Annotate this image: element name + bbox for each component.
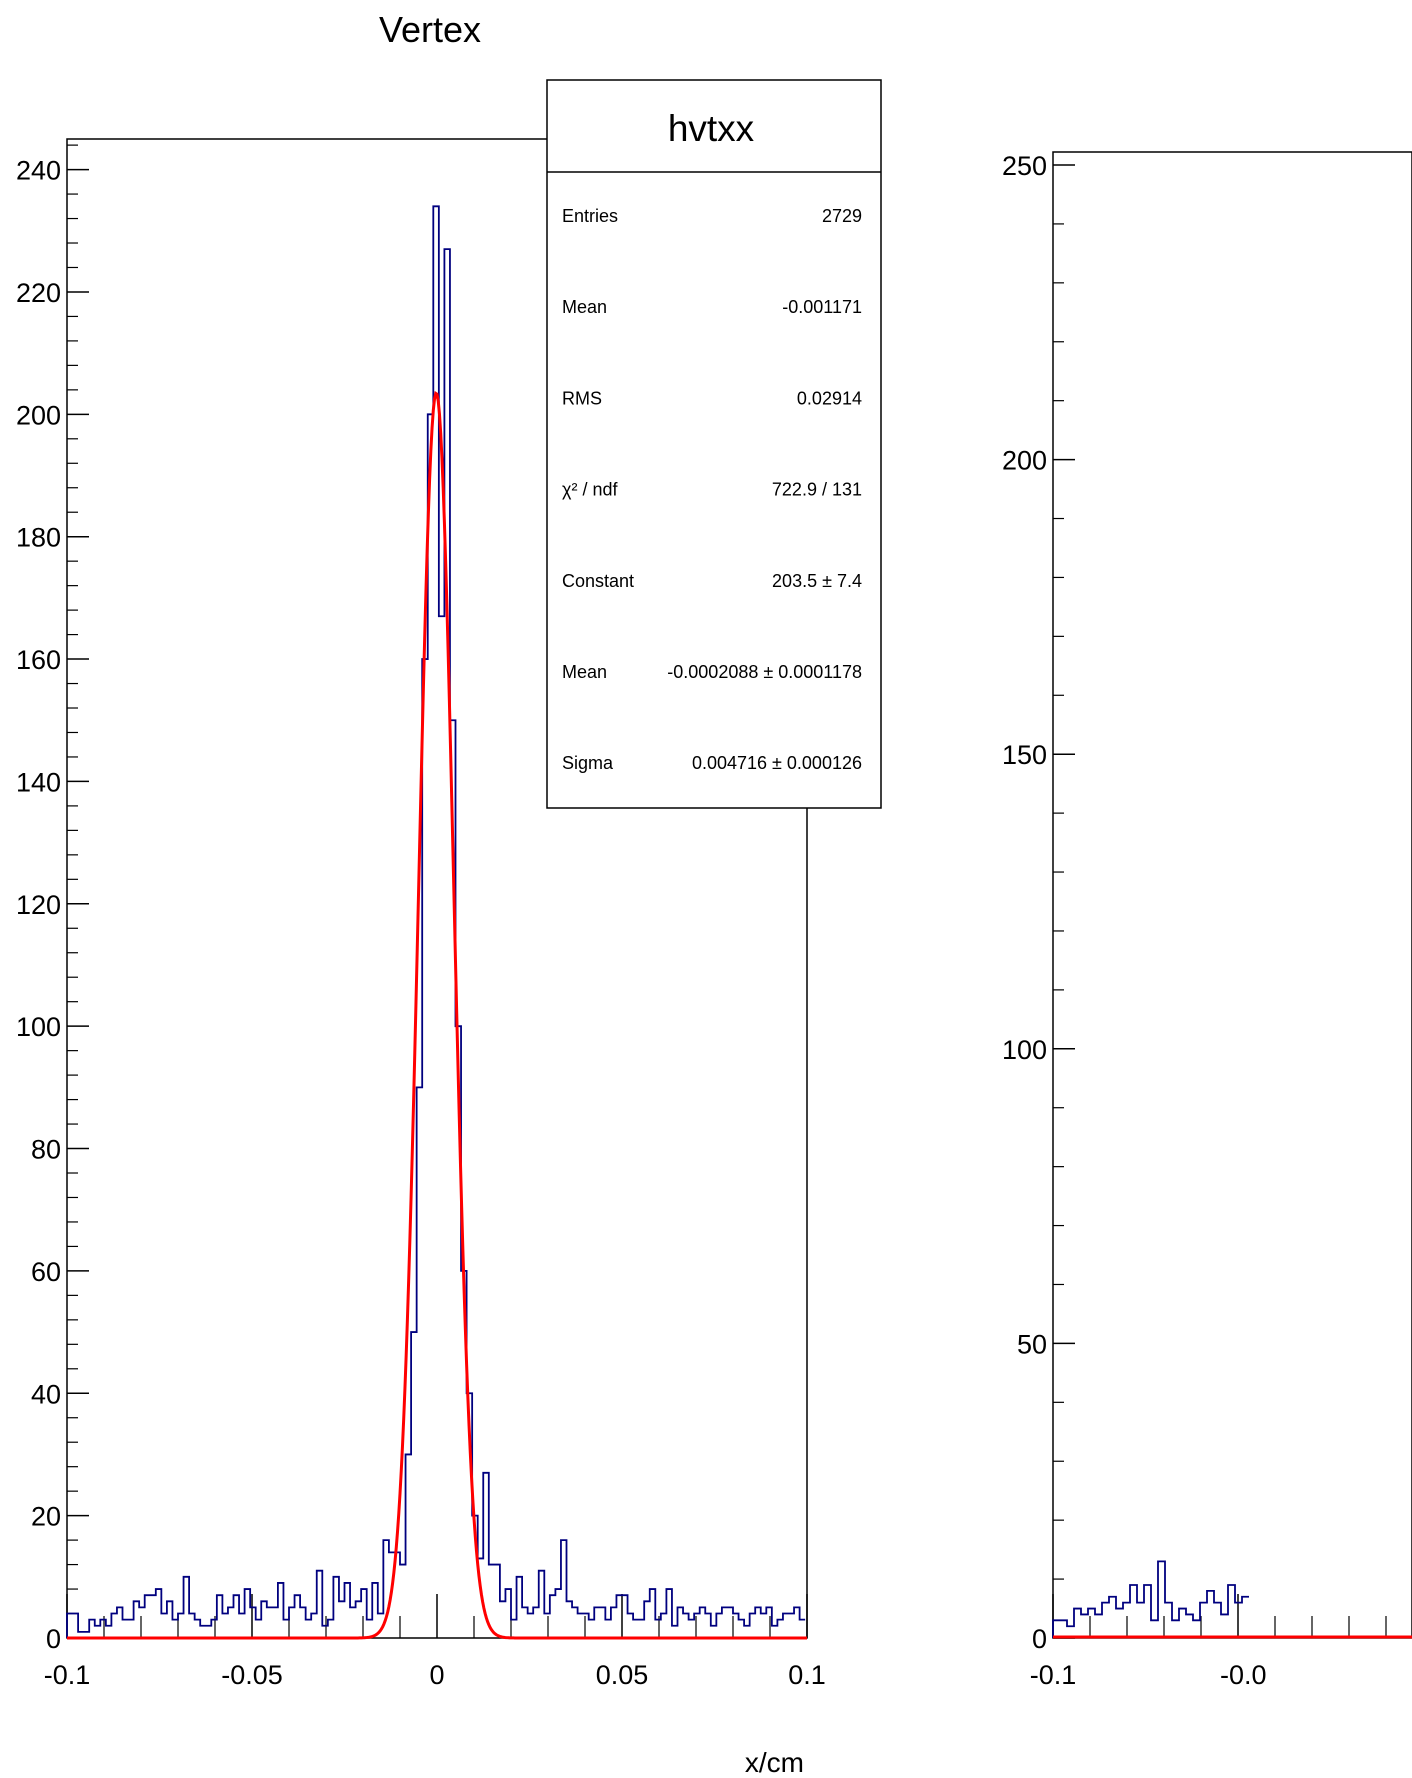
x-tick-label: 0	[429, 1660, 444, 1690]
stats-row-label: χ² / ndf	[562, 480, 618, 500]
stats-row-value: 2729	[822, 206, 862, 226]
y-tick-label: 20	[31, 1502, 61, 1532]
y-tick-label: 240	[16, 156, 61, 186]
histogram-steps	[66, 205, 806, 1638]
right-axes: 0 50 100 150 200 250 -0.1 -0.0	[1002, 151, 1387, 1690]
stats-row-value: 0.004716 ± 0.000126	[692, 753, 862, 773]
right-plot-frame	[1052, 151, 1412, 1639]
stats-row-label: Sigma	[562, 753, 614, 773]
y-tick-label: 120	[16, 890, 61, 920]
x-tick-label: -0.05	[221, 1660, 283, 1690]
y-tick-label: 150	[1002, 740, 1047, 770]
y-tick-label: 160	[16, 645, 61, 675]
chart-title: Vertex	[379, 9, 481, 50]
y-tick-label: 180	[16, 523, 61, 553]
y-tick-label: 100	[1002, 1035, 1047, 1065]
stats-row-label: Constant	[562, 571, 634, 591]
y-tick-label: 50	[1017, 1329, 1047, 1359]
stats-box: hvtxx Entries 2729 Mean -0.001171 RMS 0.02914…	[546, 79, 882, 809]
x-tick-label: 0.1	[788, 1660, 826, 1690]
left-axes: 0 20 40 60 80 100 120 140 160 180 200 220 240 -0.1 -0.…	[16, 144, 826, 1690]
stats-row-label: Mean	[562, 662, 607, 682]
stats-row-value: -0.001171	[782, 297, 862, 317]
stats-row-value: 722.9 / 131	[772, 480, 862, 500]
x-tick-label: -0.1	[44, 1660, 91, 1690]
y-tick-label: 60	[31, 1257, 61, 1287]
y-tick-label: 140	[16, 767, 61, 797]
y-tick-label: 220	[16, 278, 61, 308]
right-histogram	[1052, 1560, 1249, 1638]
gaussian-fit-curve	[67, 390, 807, 1640]
y-tick-label: 40	[31, 1379, 61, 1409]
x-tick-label: 0.05	[596, 1660, 649, 1690]
y-tick-label: 200	[1002, 446, 1047, 476]
y-tick-label: 0	[46, 1624, 61, 1654]
stats-box-title: hvtxx	[668, 108, 755, 149]
y-tick-label: 0	[1032, 1624, 1047, 1654]
stats-row-label: Entries	[562, 206, 618, 226]
stats-row-label: RMS	[562, 388, 602, 408]
histogram-steps	[1052, 1560, 1249, 1638]
stats-box-frame	[546, 79, 882, 809]
y-tick-label: 250	[1002, 151, 1047, 181]
stats-row-value: 203.5 ± 7.4	[772, 571, 862, 591]
stats-row-value: 0.02914	[797, 388, 862, 408]
y-tick-label: 100	[16, 1012, 61, 1042]
y-tick-label: 80	[31, 1135, 61, 1165]
left-histogram	[66, 205, 806, 1638]
stats-row-value: -0.0002088 ± 0.0001178	[667, 662, 862, 682]
x-tick-label: -0.1	[1030, 1660, 1077, 1690]
x-axis-label: x/cm	[745, 1747, 804, 1778]
stats-row-label: Mean	[562, 297, 607, 317]
x-tick-label: -0.0	[1220, 1660, 1267, 1690]
y-tick-label: 200	[16, 400, 61, 430]
